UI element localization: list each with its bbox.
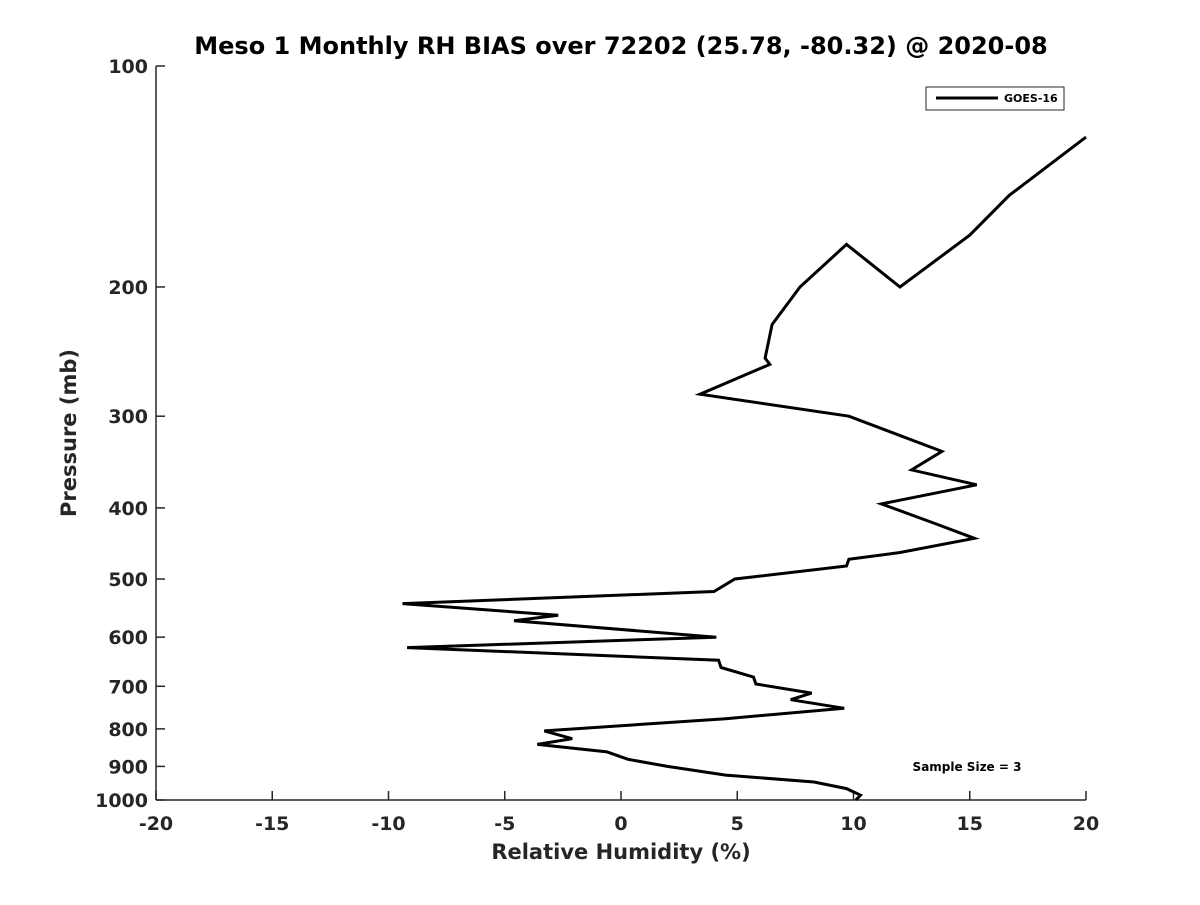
y-tick-label: 500 xyxy=(108,569,148,591)
y-ticks: 100 200 300 400 500 600 700 800 900 1000 xyxy=(95,56,165,812)
y-tick-label: 400 xyxy=(108,498,148,520)
y-tick-label: 700 xyxy=(108,676,148,698)
x-tick-label: 0 xyxy=(614,813,627,835)
x-tick-label: 5 xyxy=(731,813,744,835)
y-axis-label: Pressure (mb) xyxy=(57,349,81,517)
y-tick-label: 300 xyxy=(108,406,148,428)
legend: GOES-16 xyxy=(925,86,1065,111)
y-tick-label: 200 xyxy=(108,277,148,299)
chart-title: Meso 1 Monthly RH BIAS over 72202 (25.78… xyxy=(194,32,1047,60)
y-tick-label: 600 xyxy=(108,627,148,649)
x-ticks: -20 -15 -10 -5 0 5 10 15 20 xyxy=(139,791,1099,835)
x-tick-label: -15 xyxy=(255,813,289,835)
x-tick-label: 20 xyxy=(1073,813,1099,835)
series-line-goes16 xyxy=(402,135,1087,802)
series-layer xyxy=(402,135,1087,802)
legend-label-goes16: GOES-16 xyxy=(1004,92,1058,105)
x-tick-label: -5 xyxy=(494,813,515,835)
sample-size-annotation: Sample Size = 3 xyxy=(913,760,1022,774)
y-tick-label: 900 xyxy=(108,756,148,778)
plot-axes xyxy=(155,66,1086,801)
x-axis-label: Relative Humidity (%) xyxy=(491,840,750,864)
x-tick-label: -20 xyxy=(139,813,173,835)
x-tick-label: -10 xyxy=(371,813,405,835)
x-tick-label: 10 xyxy=(840,813,866,835)
x-tick-label: 15 xyxy=(957,813,983,835)
y-tick-label: 100 xyxy=(108,56,148,78)
y-tick-label: 1000 xyxy=(95,790,148,812)
y-tick-label: 800 xyxy=(108,719,148,741)
